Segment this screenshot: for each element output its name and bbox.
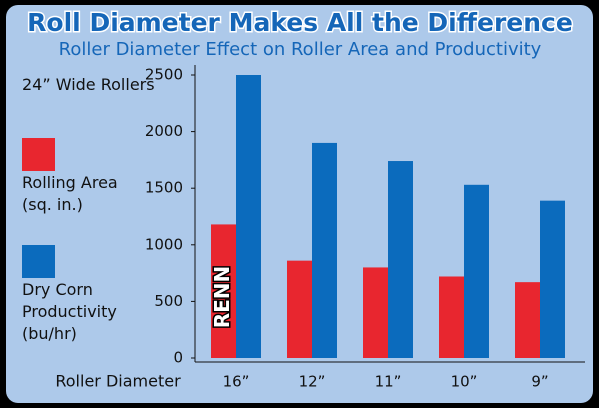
x-tick-label: 10” <box>451 373 478 391</box>
bar <box>464 184 489 358</box>
bar <box>515 282 540 358</box>
y-tick-label: 500 <box>154 292 183 310</box>
x-tick-label: 16” <box>223 373 250 391</box>
bar <box>540 200 565 358</box>
chart-subtitle: Roller Diameter Effect on Roller Area an… <box>59 39 542 60</box>
legend-label: Dry Corn Productivity (bu/hr) <box>22 280 117 343</box>
y-tick-label: 0 <box>173 349 183 367</box>
logo-text: RENN <box>210 266 234 329</box>
y-tick-label: 1000 <box>145 235 183 253</box>
bar <box>388 161 413 358</box>
bar <box>211 224 236 358</box>
legend-title: 24” Wide Rollers <box>22 75 155 94</box>
y-tick-label: 2000 <box>145 122 183 140</box>
legend-label: Rolling Area (sq. in.) <box>22 173 118 214</box>
bar <box>312 142 337 358</box>
bar <box>363 267 388 358</box>
bar <box>236 75 261 358</box>
legend-swatch <box>22 138 55 171</box>
x-tick-label: 9” <box>531 373 548 391</box>
bar <box>287 260 312 358</box>
x-tick-label: 11” <box>375 373 402 391</box>
x-tick-label: 12” <box>299 373 326 391</box>
legend-swatch <box>22 245 55 278</box>
y-tick-label: 2500 <box>145 66 183 84</box>
chart-title: Roll Diameter Makes All the Difference <box>27 8 573 37</box>
y-tick-label: 1500 <box>145 179 183 197</box>
x-axis-label: Roller Diameter <box>55 372 181 391</box>
bar <box>439 276 464 358</box>
